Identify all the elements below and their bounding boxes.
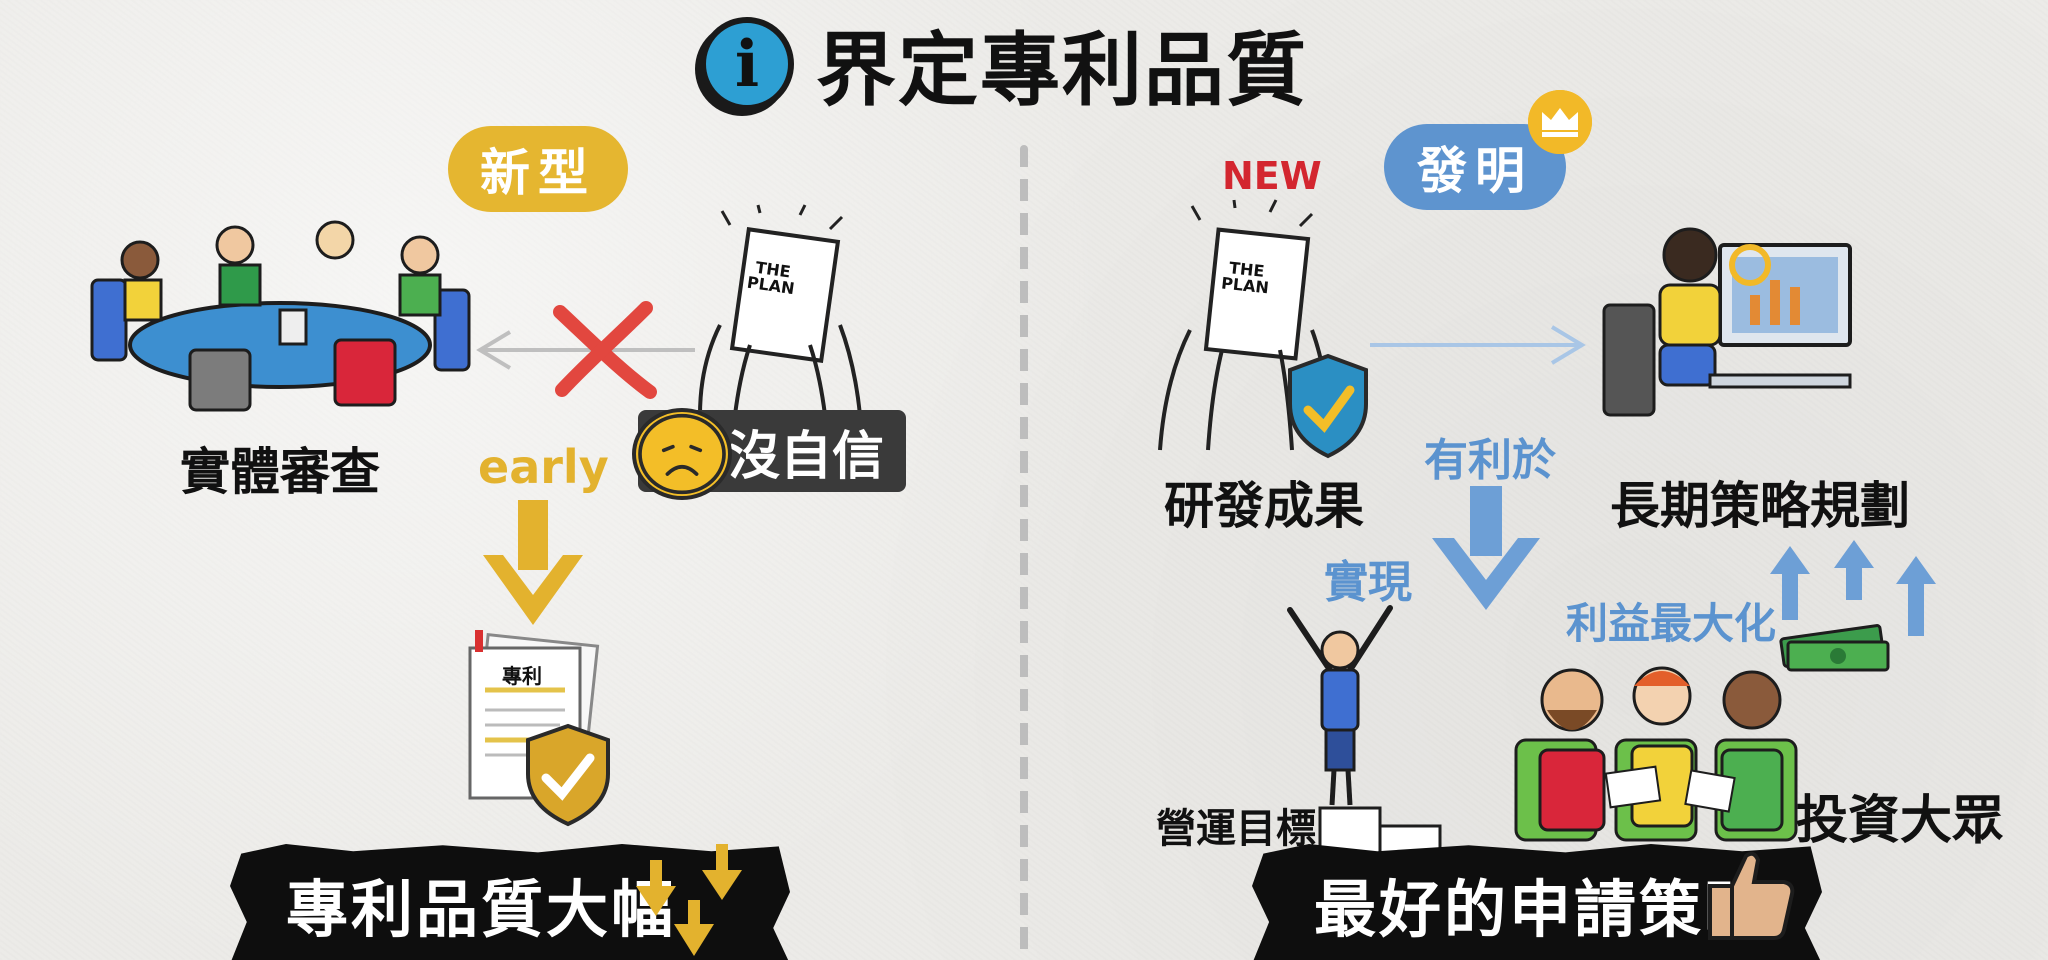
no-confidence-label: 沒自信 bbox=[727, 426, 884, 487]
rd-results-label: 研發成果 bbox=[1164, 477, 1364, 535]
gold-down-arrow bbox=[483, 500, 583, 625]
utility-model-pill: 新型 bbox=[448, 126, 628, 212]
investors-illustration bbox=[1514, 666, 1798, 842]
page-title: 界定專利品質 bbox=[816, 24, 1308, 117]
strategy-analyst-illustration bbox=[1602, 227, 1852, 417]
invention-pill: 發明 bbox=[1384, 124, 1566, 210]
patent-document-title: 專利 bbox=[502, 664, 542, 688]
long-term-strategy-label: 長期策略規劃 bbox=[1610, 477, 1910, 535]
beneficial-label: 有利於 bbox=[1424, 435, 1556, 486]
blue-down-arrow bbox=[1432, 486, 1540, 610]
early-label: early bbox=[478, 440, 609, 494]
investors-label: 投資大眾 bbox=[1796, 791, 2005, 851]
dashed-divider bbox=[1020, 145, 1028, 960]
gold-down-arrows-icon bbox=[636, 844, 742, 956]
plan-book-left-text: THE PLAN bbox=[745, 257, 796, 299]
banner-best-strategy-text: 最好的申請策略 bbox=[1314, 873, 1770, 946]
new-tag: NEW bbox=[1222, 154, 1322, 198]
money-stack-icon bbox=[1779, 624, 1890, 672]
patent-document-illustration bbox=[468, 630, 610, 827]
plan-book-hands-right-illustration bbox=[1158, 199, 1368, 459]
crown-icon bbox=[1528, 90, 1592, 154]
blue-right-arrow bbox=[1370, 325, 1586, 365]
banner-patent-quality-text: 專利品質大幅 bbox=[286, 873, 677, 946]
ops-target-label: 營運目標 bbox=[1156, 806, 1316, 852]
title-bar: i 界定專利品質 bbox=[700, 14, 1308, 117]
thumbs-up-icon bbox=[1708, 851, 1795, 940]
blue-up-arrows-icon bbox=[1770, 540, 1936, 636]
realize-label: 實現 bbox=[1324, 557, 1412, 608]
info-icon: i bbox=[700, 17, 794, 111]
gray-left-arrow bbox=[476, 330, 695, 370]
red-x-icon bbox=[553, 301, 657, 399]
maximize-profit-label: 利益最大化 bbox=[1566, 599, 1777, 648]
plan-book-right-text: THE PLAN bbox=[1220, 258, 1270, 298]
info-icon-glyph: i bbox=[734, 26, 760, 102]
sad-face-icon bbox=[632, 408, 732, 500]
meeting-table-illustration bbox=[90, 220, 471, 412]
substantive-exam-label: 實體審查 bbox=[180, 443, 380, 501]
plan-book-hands-illustration bbox=[698, 204, 862, 416]
